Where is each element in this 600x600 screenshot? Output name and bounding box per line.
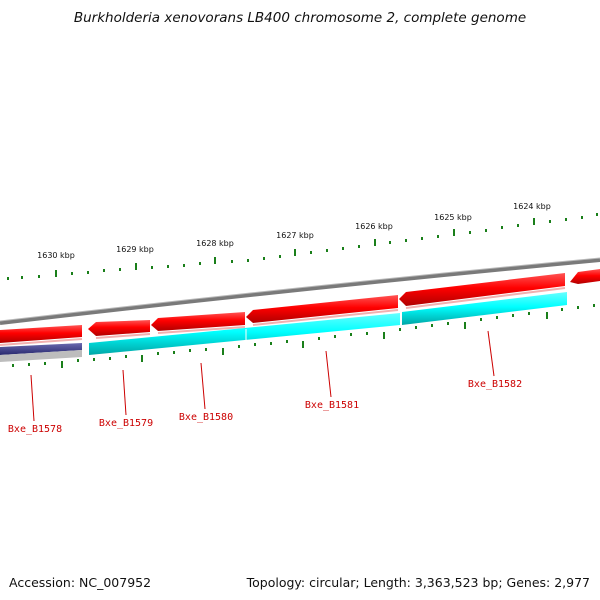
gene-arrow-b1581[interactable]	[246, 295, 398, 323]
gene-arrow-left-edge[interactable]	[0, 325, 82, 343]
kbp-label-1626: 1626 kbp	[355, 222, 393, 231]
kbp-label-1629: 1629 kbp	[116, 245, 154, 254]
accession-text: Accession: NC_007952	[9, 575, 152, 590]
gene-arrow-right-edge[interactable]	[570, 269, 600, 284]
gene-arrow-b1579[interactable]	[88, 320, 150, 336]
kbp-label-1625: 1625 kbp	[434, 213, 472, 222]
backbone-arc	[0, 258, 600, 325]
gene-arrow-b1580[interactable]	[151, 312, 245, 331]
leader-line-b1582	[487, 330, 495, 377]
kbp-label-1627: 1627 kbp	[276, 231, 314, 240]
leader-line-b1581	[325, 350, 332, 398]
kbp-label-1630: 1630 kbp	[37, 251, 75, 260]
gene-bar-b1582-reverse[interactable]	[402, 292, 567, 325]
gene-bar-b1578-pseudo[interactable]	[0, 343, 82, 355]
gene-label-b1582[interactable]: Bxe_B1582	[468, 379, 522, 390]
gene-arrow-b1582[interactable]	[399, 273, 565, 306]
gene-label-b1580[interactable]: Bxe_B1580	[179, 412, 233, 423]
kbp-label-1628: 1628 kbp	[196, 239, 234, 248]
leader-line-b1579	[122, 369, 127, 416]
backbone-arc-highlight	[0, 257, 600, 322]
kbp-label-1624: 1624 kbp	[513, 202, 551, 211]
gene-label-b1581[interactable]: Bxe_B1581	[305, 400, 359, 411]
leader-line-b1580	[200, 362, 206, 410]
gene-label-b1578[interactable]: Bxe_B1578	[8, 424, 62, 435]
genome-summary-text: Topology: circular; Length: 3,363,523 bp…	[246, 575, 590, 590]
inner-tick-row	[12, 304, 595, 368]
map-title: Burkholderia xenovorans LB400 chromosome…	[73, 10, 527, 26]
leader-line-b1578	[30, 374, 35, 422]
gene-bar-b1578-shadow	[0, 350, 82, 362]
gene-bar-b1580-b1581-reverse[interactable]	[89, 313, 400, 355]
gene-label-b1579[interactable]: Bxe_B1579	[99, 418, 153, 429]
outer-tick-row	[7, 213, 598, 280]
forward-strand-shadow	[0, 287, 566, 346]
